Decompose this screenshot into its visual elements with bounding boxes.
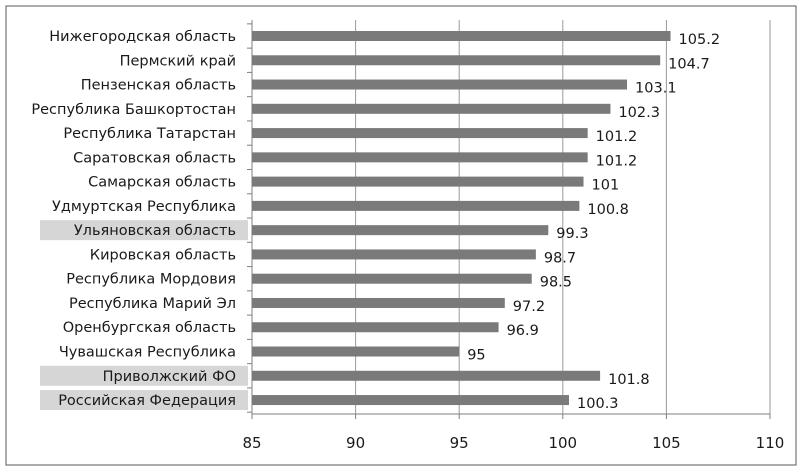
data-label: 105.2 — [679, 32, 721, 48]
category-label: Ульяновская область — [74, 223, 236, 239]
tick-layer: 85 90 95 100 105 110 — [242, 414, 784, 452]
bar — [252, 395, 570, 406]
bar — [252, 128, 588, 139]
bar — [252, 322, 499, 333]
x-tick-label: 105 — [652, 434, 681, 452]
bar — [252, 79, 628, 90]
data-label: 101.2 — [596, 129, 638, 145]
data-label: 97.2 — [513, 299, 545, 315]
highlight-layer — [40, 220, 248, 411]
category-label: Пензенская область — [81, 78, 236, 94]
data-label: 100.8 — [587, 202, 629, 218]
bar — [252, 370, 601, 381]
category-label: Кировская область — [90, 247, 236, 263]
x-tick-label: 95 — [450, 434, 469, 452]
category-highlight — [40, 390, 248, 411]
category-highlight — [40, 365, 248, 386]
bar — [252, 249, 536, 260]
x-tick-label: 90 — [346, 434, 365, 452]
data-label: 100.3 — [577, 396, 619, 412]
bar — [252, 200, 580, 211]
category-label: Российская Федерация — [58, 393, 236, 409]
category-label: Чувашская Республика — [59, 345, 236, 361]
x-tick-label: 85 — [242, 434, 261, 452]
category-label: Приволжский ФО — [103, 369, 236, 385]
category-label: Пермский край — [120, 53, 236, 69]
data-label: 104.7 — [668, 56, 710, 72]
bar — [252, 346, 460, 357]
bar — [252, 103, 611, 114]
data-label: 101 — [592, 178, 620, 194]
category-label: Республика Татарстан — [63, 126, 236, 142]
data-label: 95 — [467, 348, 485, 364]
category-highlight — [40, 220, 248, 241]
data-label: 98.7 — [544, 250, 576, 266]
data-label: 102.3 — [618, 105, 660, 121]
data-label: 101.2 — [596, 153, 638, 169]
category-label: Саратовская область — [73, 150, 236, 166]
label-layer: Нижегородская область 105.2 Пермский край 1… — [31, 29, 720, 412]
category-label: Нижегородская область — [49, 29, 236, 45]
data-label: 103.1 — [635, 81, 677, 97]
bar — [252, 297, 505, 308]
category-label: Республика Башкортостан — [31, 102, 236, 118]
data-label: 101.8 — [608, 372, 650, 388]
data-label: 96.9 — [507, 323, 539, 339]
category-label: Удмуртская Республика — [52, 199, 236, 215]
bar — [252, 273, 532, 284]
bar-layer — [252, 31, 671, 406]
bar — [252, 55, 661, 66]
bar — [252, 31, 671, 41]
category-label: Республика Марий Эл — [69, 296, 236, 312]
bar — [252, 152, 588, 163]
category-label: Самарская область — [88, 175, 236, 191]
bar — [252, 225, 549, 236]
category-label: Республика Мордовия — [66, 272, 236, 288]
plot-border — [5, 5, 797, 466]
category-label: Оренбургская область — [63, 320, 236, 336]
data-label: 99.3 — [556, 226, 588, 242]
bar — [252, 176, 584, 187]
x-tick-label: 110 — [756, 434, 785, 452]
x-tick-label: 100 — [548, 434, 577, 452]
data-label: 98.5 — [540, 275, 572, 291]
